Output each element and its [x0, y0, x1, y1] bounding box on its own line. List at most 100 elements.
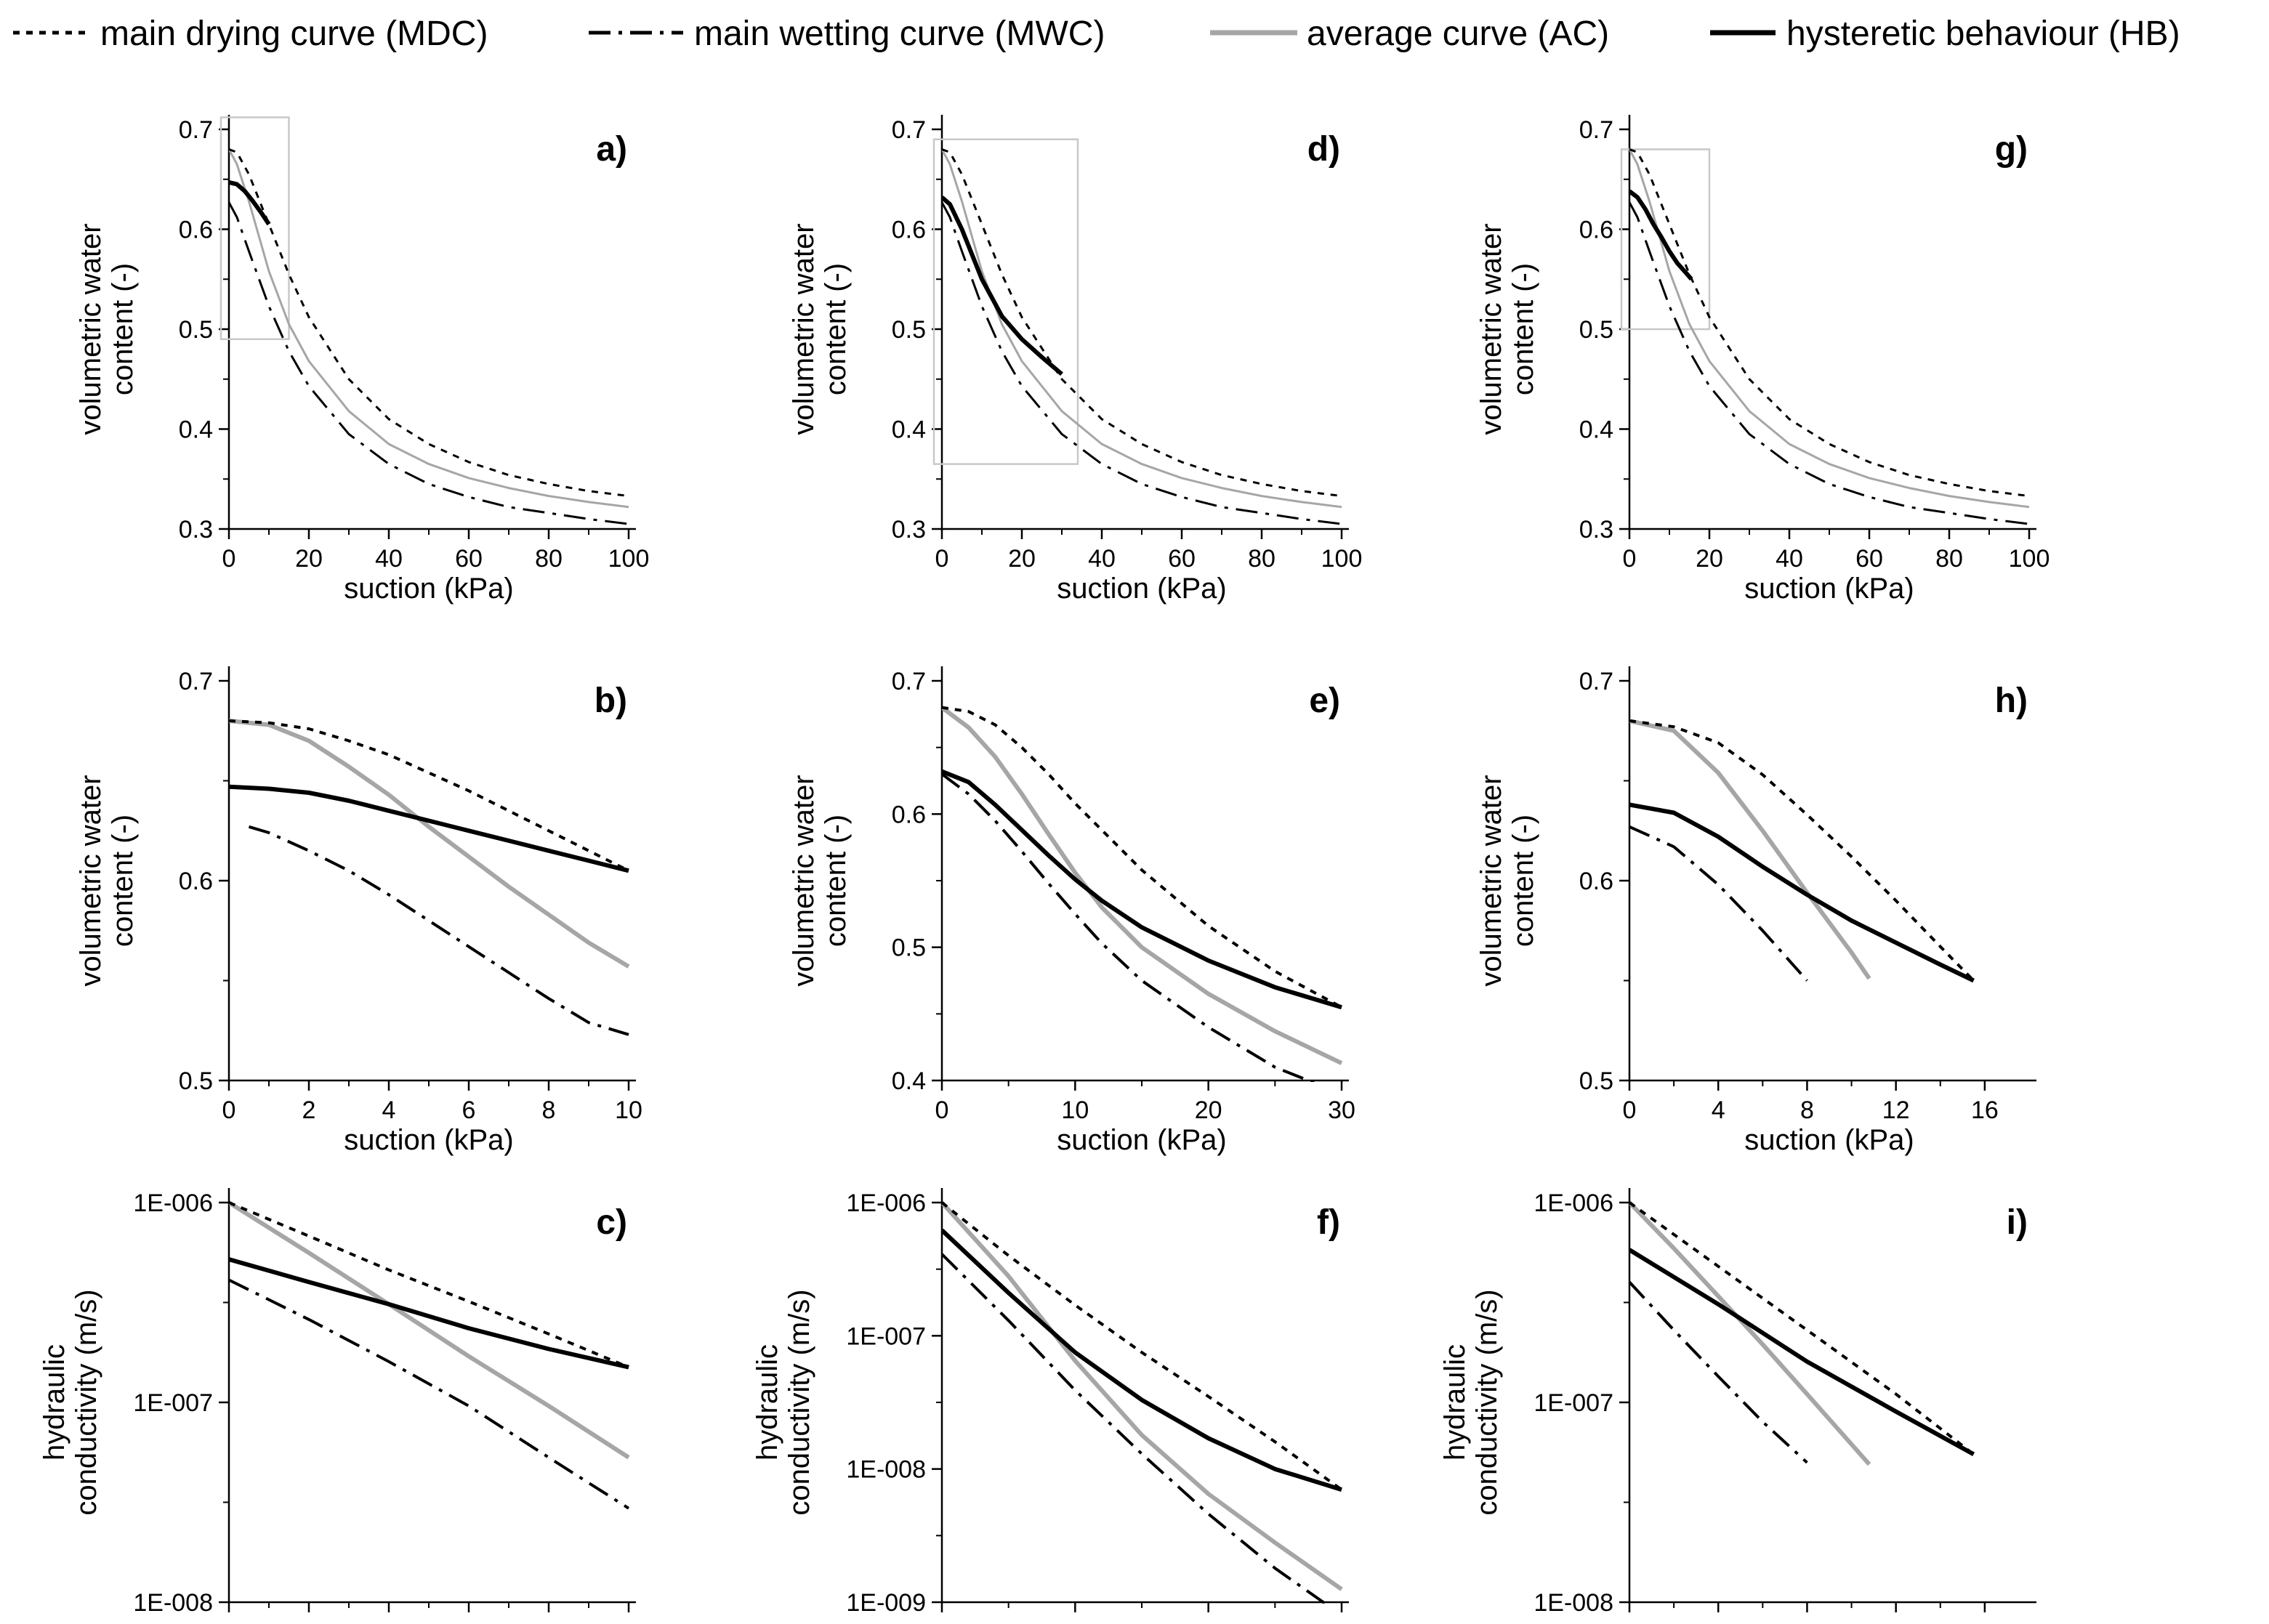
- panel-label: b): [595, 682, 627, 720]
- y-tick-label: 0.7: [1579, 668, 1613, 695]
- series-mwc-line: [1629, 825, 1808, 982]
- x-tick-label: 0: [1623, 1096, 1637, 1124]
- series-mwc-line: [1629, 201, 2030, 525]
- panel-e: 0 10 20 30 0.4 0.5 0.6 0.7 suction (kPa) volumetr…: [788, 666, 1355, 1156]
- series-hb-line: [942, 195, 1063, 376]
- y-tick-label: 1E-006: [133, 1189, 213, 1217]
- y-tick-label: 1E-006: [846, 1189, 926, 1217]
- x-tick-label: 4: [382, 1096, 396, 1124]
- series-mdc-line: [942, 1201, 1343, 1491]
- x-tick-label: 2: [302, 1096, 316, 1124]
- x-tick-label: 0: [1623, 545, 1637, 573]
- legend-label-mwc: main wetting curve (MWC): [694, 15, 1105, 53]
- series-mwc-line: [942, 772, 1316, 1082]
- y-axis-label: volumetric watercontent (-): [1475, 775, 1539, 986]
- x-tick-label: 80: [1935, 545, 1963, 573]
- y-axis-label: hydraulicconductivity (m/s): [39, 1289, 102, 1515]
- series-mdc-line: [942, 706, 1342, 1009]
- y-tick-label: 0.4: [892, 1067, 926, 1095]
- x-tick-label: 0: [935, 545, 949, 573]
- y-tick-label: 0.6: [179, 868, 213, 895]
- series-ac-line: [229, 719, 630, 969]
- series-ac-line: [942, 148, 1342, 509]
- panel-d: 0 20 40 60 80 100 0.3 0.4 0.5 0.6 0.7 suction (kPa)…: [788, 115, 1362, 605]
- x-tick-label: 60: [455, 545, 483, 573]
- y-tick-label: 0.7: [179, 116, 213, 144]
- y-tick-label: 0.5: [179, 1067, 213, 1095]
- y-axis-label: hydraulicconductivity (m/s): [1439, 1289, 1503, 1515]
- y-axis-label: volumetric watercontent (-): [788, 775, 852, 986]
- y-tick-label: 0.4: [1579, 416, 1613, 444]
- x-tick-label: 80: [535, 545, 563, 573]
- panel-label: e): [1309, 682, 1340, 720]
- series-mdc-line: [1629, 148, 2030, 498]
- y-tick-label: 1E-009: [846, 1589, 926, 1617]
- y-tick-label: 1E-006: [1534, 1189, 1613, 1217]
- y-axis-label: volumetric watercontent (-): [75, 775, 139, 986]
- y-tick-label: 0.7: [892, 668, 926, 695]
- y-tick-label: 0.3: [1579, 516, 1613, 544]
- y-axis-label: volumetric watercontent (-): [75, 223, 139, 435]
- legend-label-ac: average curve (AC): [1307, 15, 1609, 53]
- series-mdc-line: [229, 148, 629, 498]
- y-tick-label: 1E-007: [133, 1389, 213, 1417]
- panel-c: 1E-008 1E-007 1E-006 hydraulicconductivity …: [39, 1188, 636, 1617]
- x-tick-label: 0: [222, 1096, 236, 1124]
- x-tick-label: 40: [375, 545, 403, 573]
- x-tick-label: 60: [1855, 545, 1883, 573]
- x-tick-label: 0: [935, 1096, 949, 1124]
- series-mwc-line: [942, 1253, 1329, 1604]
- panel-label: h): [1995, 682, 2028, 720]
- series-ac-line: [1629, 719, 1871, 980]
- y-tick-label: 0.5: [892, 934, 926, 962]
- x-tick-label: 10: [1061, 1096, 1089, 1124]
- panel-label: f): [1317, 1203, 1340, 1242]
- series-mdc-line: [942, 148, 1342, 498]
- legend: main drying curve (MDC) main wetting curv…: [13, 15, 2180, 53]
- legend-label-mdc: main drying curve (MDC): [100, 15, 488, 53]
- x-axis-label: suction (kPa): [1744, 1124, 1914, 1156]
- x-tick-label: 4: [1712, 1096, 1725, 1124]
- panel-a: 0 20 40 60 80 100 0.3 0.4 0.5 0.6 0.7 suction (kPa)…: [75, 115, 649, 605]
- y-tick-label: 0.7: [892, 116, 926, 144]
- panel-g: 0 20 40 60 80 100 0.3 0.4 0.5 0.6 0.7 suction (kPa)…: [1475, 115, 2050, 605]
- zoom-box: [1620, 148, 1711, 331]
- series-mdc-line: [229, 719, 629, 873]
- x-tick-label: 12: [1882, 1096, 1910, 1124]
- zoom-box: [932, 138, 1079, 465]
- y-axis-label: hydraulicconductivity (m/s): [751, 1289, 815, 1515]
- x-tick-label: 80: [1248, 545, 1275, 573]
- x-tick-label: 100: [1321, 545, 1363, 573]
- y-tick-label: 0.5: [1579, 1067, 1613, 1095]
- panel-label: i): [2007, 1203, 2028, 1242]
- x-tick-label: 40: [1088, 545, 1116, 573]
- panel-h: 0 4 8 12 16 0.5 0.6 0.7 suction (kPa) volumetric …: [1475, 666, 2036, 1156]
- x-tick-label: 20: [1696, 545, 1723, 573]
- series-hb-line: [1629, 1248, 1975, 1457]
- x-tick-label: 100: [608, 545, 650, 573]
- x-axis-label: suction (kPa): [1057, 573, 1226, 605]
- y-tick-label: 1E-007: [1534, 1389, 1613, 1417]
- series-ac-line: [942, 706, 1343, 1065]
- x-tick-label: 10: [615, 1096, 642, 1124]
- y-tick-label: 1E-008: [133, 1589, 213, 1617]
- y-tick-label: 0.3: [892, 516, 926, 544]
- x-axis-label: suction (kPa): [344, 573, 513, 605]
- x-tick-label: 16: [1971, 1096, 1999, 1124]
- series-ac-line: [229, 148, 629, 509]
- x-tick-label: 20: [295, 545, 323, 573]
- series-mdc-line: [229, 1201, 629, 1369]
- x-tick-label: 8: [542, 1096, 556, 1124]
- x-axis-label: suction (kPa): [1744, 573, 1914, 605]
- series-ac-line: [1629, 1200, 1871, 1466]
- panel-f: 1E-009 1E-008 1E-007 1E-006 hydraulicconduct…: [751, 1188, 1349, 1617]
- series-mwc-line: [248, 825, 629, 1036]
- panel-label: d): [1307, 130, 1340, 169]
- y-tick-label: 0.7: [179, 668, 213, 695]
- series-mdc-line: [1629, 1201, 1975, 1455]
- x-tick-label: 30: [1328, 1096, 1355, 1124]
- panel-b: 0 2 4 6 8 10 0.5 0.6 0.7 suction (kPa) volumetric …: [75, 666, 642, 1156]
- y-tick-label: 0.7: [1579, 116, 1613, 144]
- series-hb-line: [1629, 802, 1975, 983]
